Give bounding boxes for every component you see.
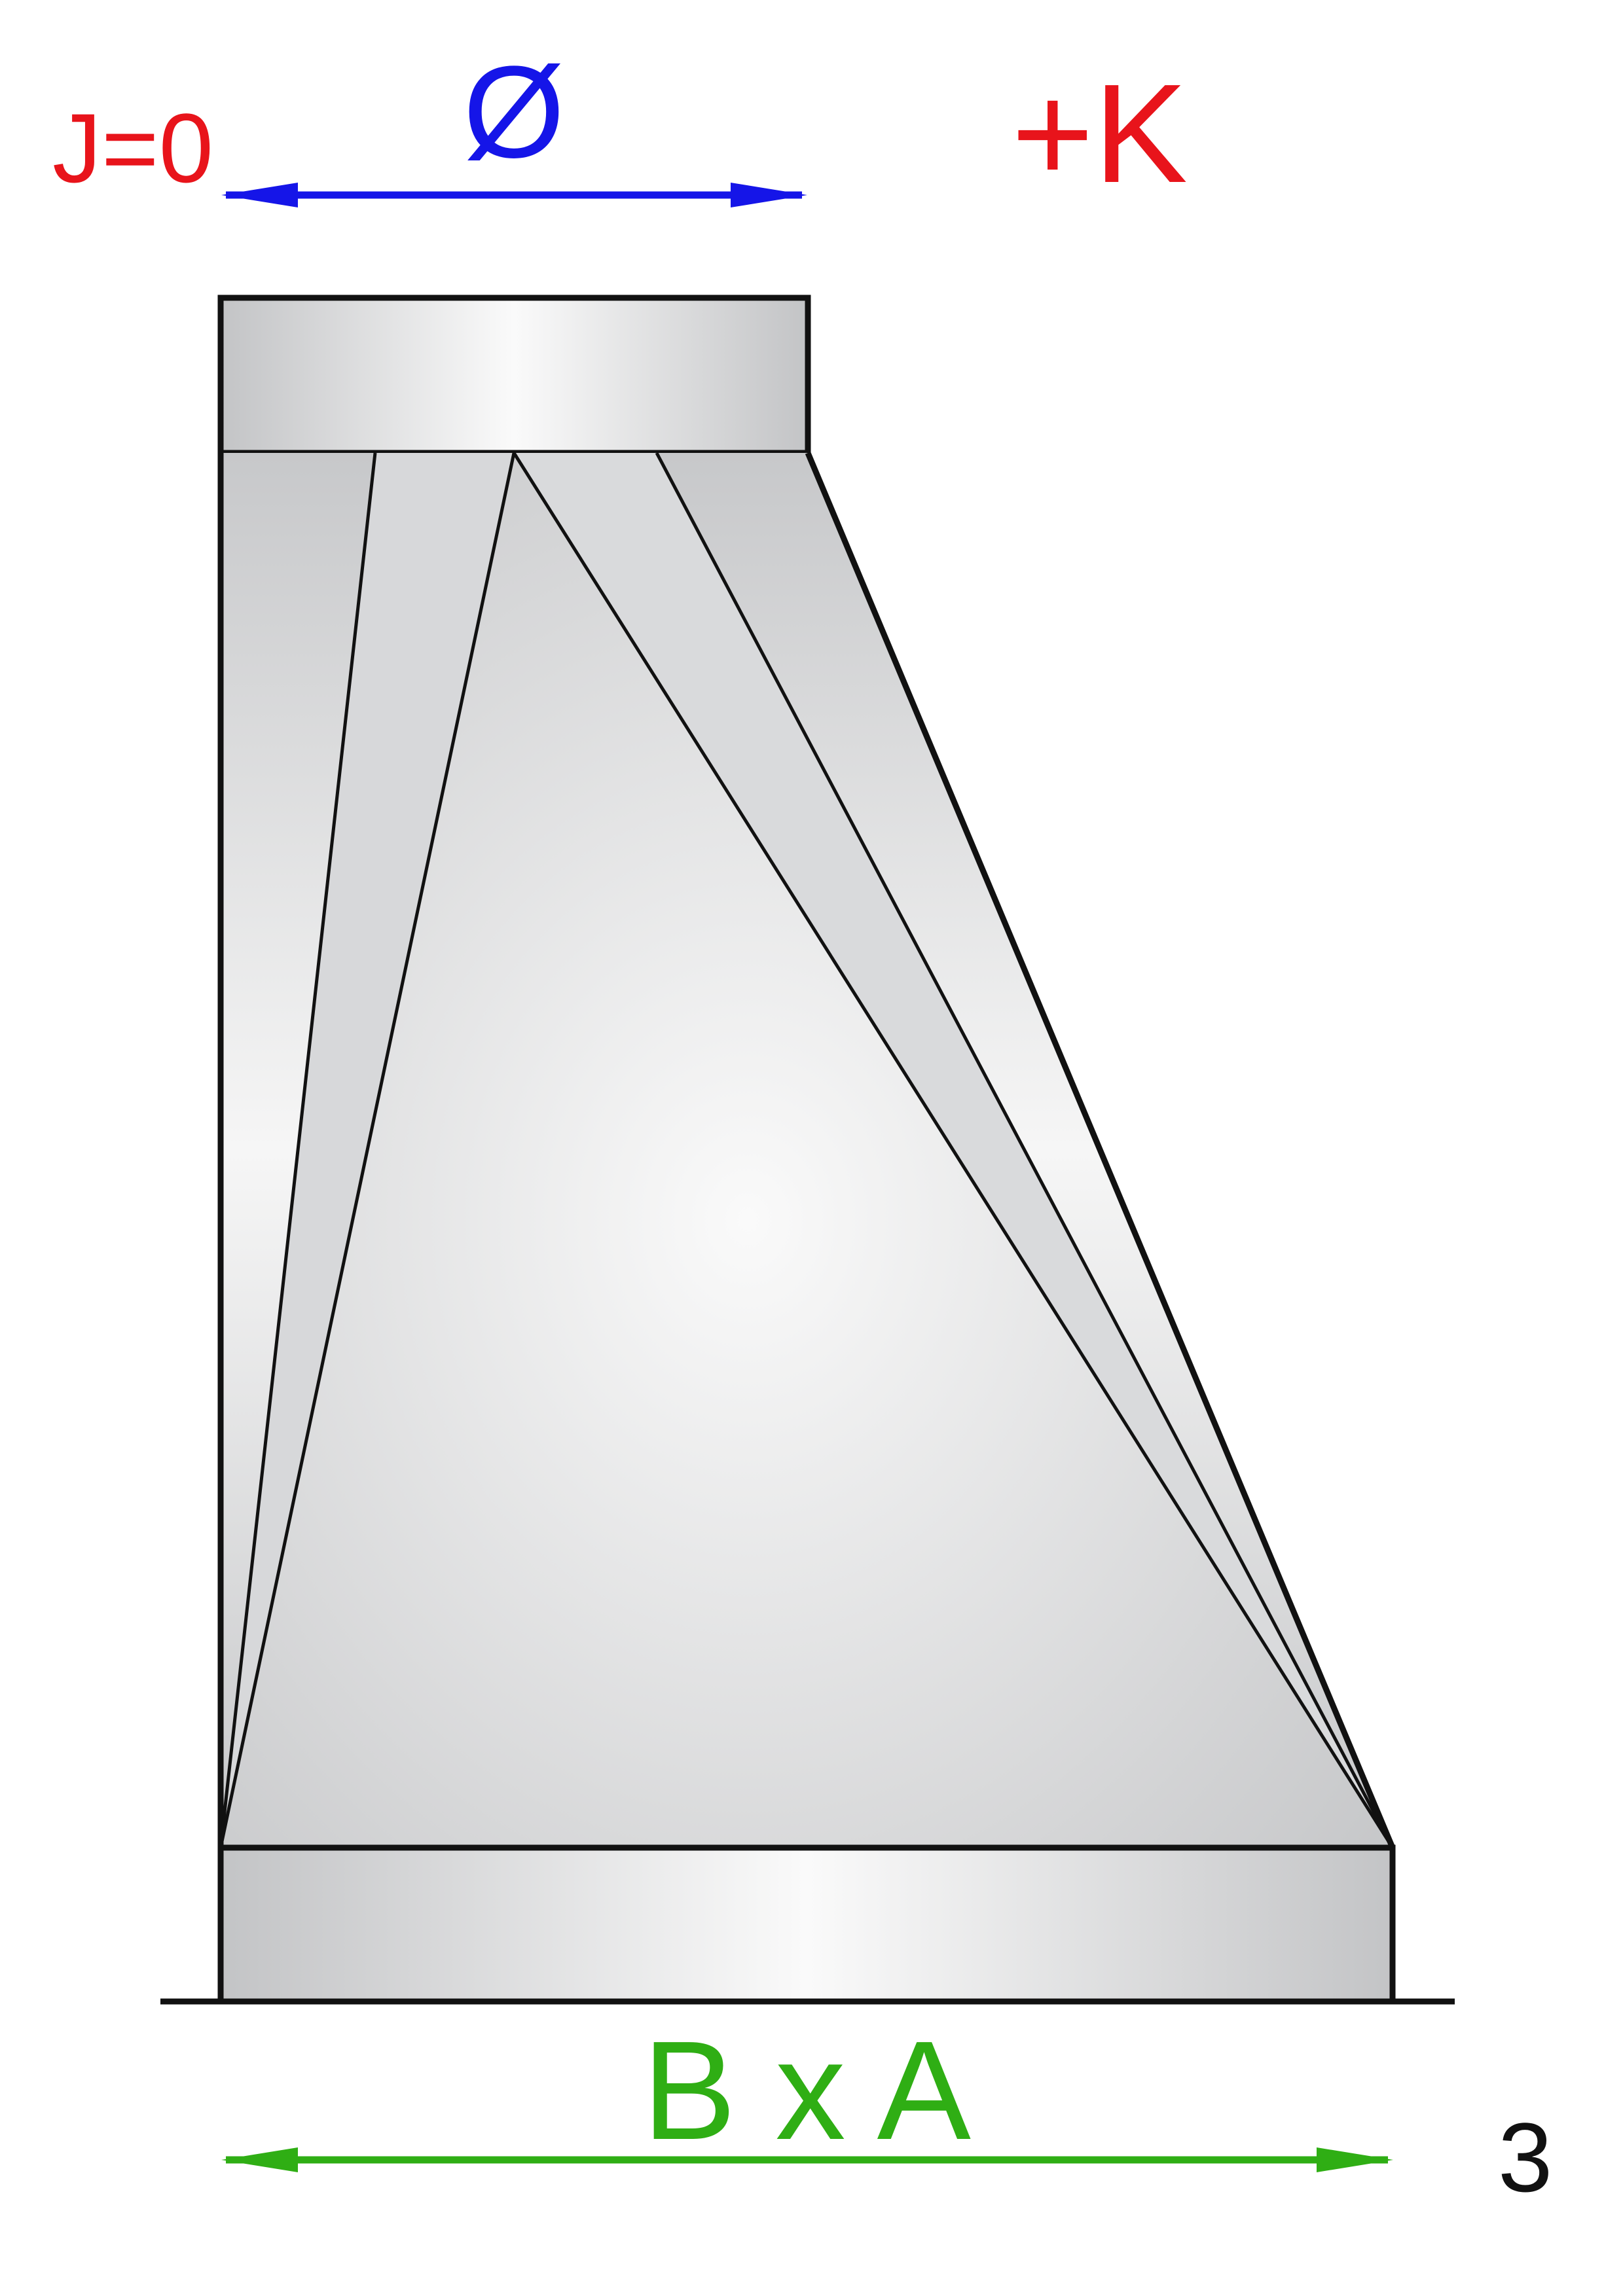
- diameter-label: Ø: [463, 39, 565, 185]
- facet-center: [221, 453, 1393, 1848]
- fold-line-4: [655, 452, 1395, 1849]
- sheet-number: 3: [1498, 2102, 1552, 2212]
- transition-body: [217, 452, 1396, 1849]
- fold-line-3: [512, 452, 1395, 1849]
- base-size-label: B x A: [642, 2011, 971, 2169]
- diameter-dimension: [221, 183, 807, 207]
- bottom-rect-collar: [217, 1844, 1396, 2005]
- base-size-arrowhead-right: [1317, 2147, 1393, 2172]
- body-right-edge: [805, 452, 1396, 1849]
- offset-label: +K: [1012, 54, 1188, 212]
- fold-line-2: [219, 452, 516, 1848]
- diameter-arrowhead-right: [731, 183, 807, 207]
- j-value-label: J=0: [52, 93, 213, 203]
- fold-line-1: [219, 452, 377, 1848]
- top-round-collar: [217, 295, 811, 456]
- base-size-arrowhead-left: [221, 2147, 298, 2172]
- diameter-arrowhead-left: [221, 183, 298, 207]
- base-size-dimension: [221, 2147, 1393, 2172]
